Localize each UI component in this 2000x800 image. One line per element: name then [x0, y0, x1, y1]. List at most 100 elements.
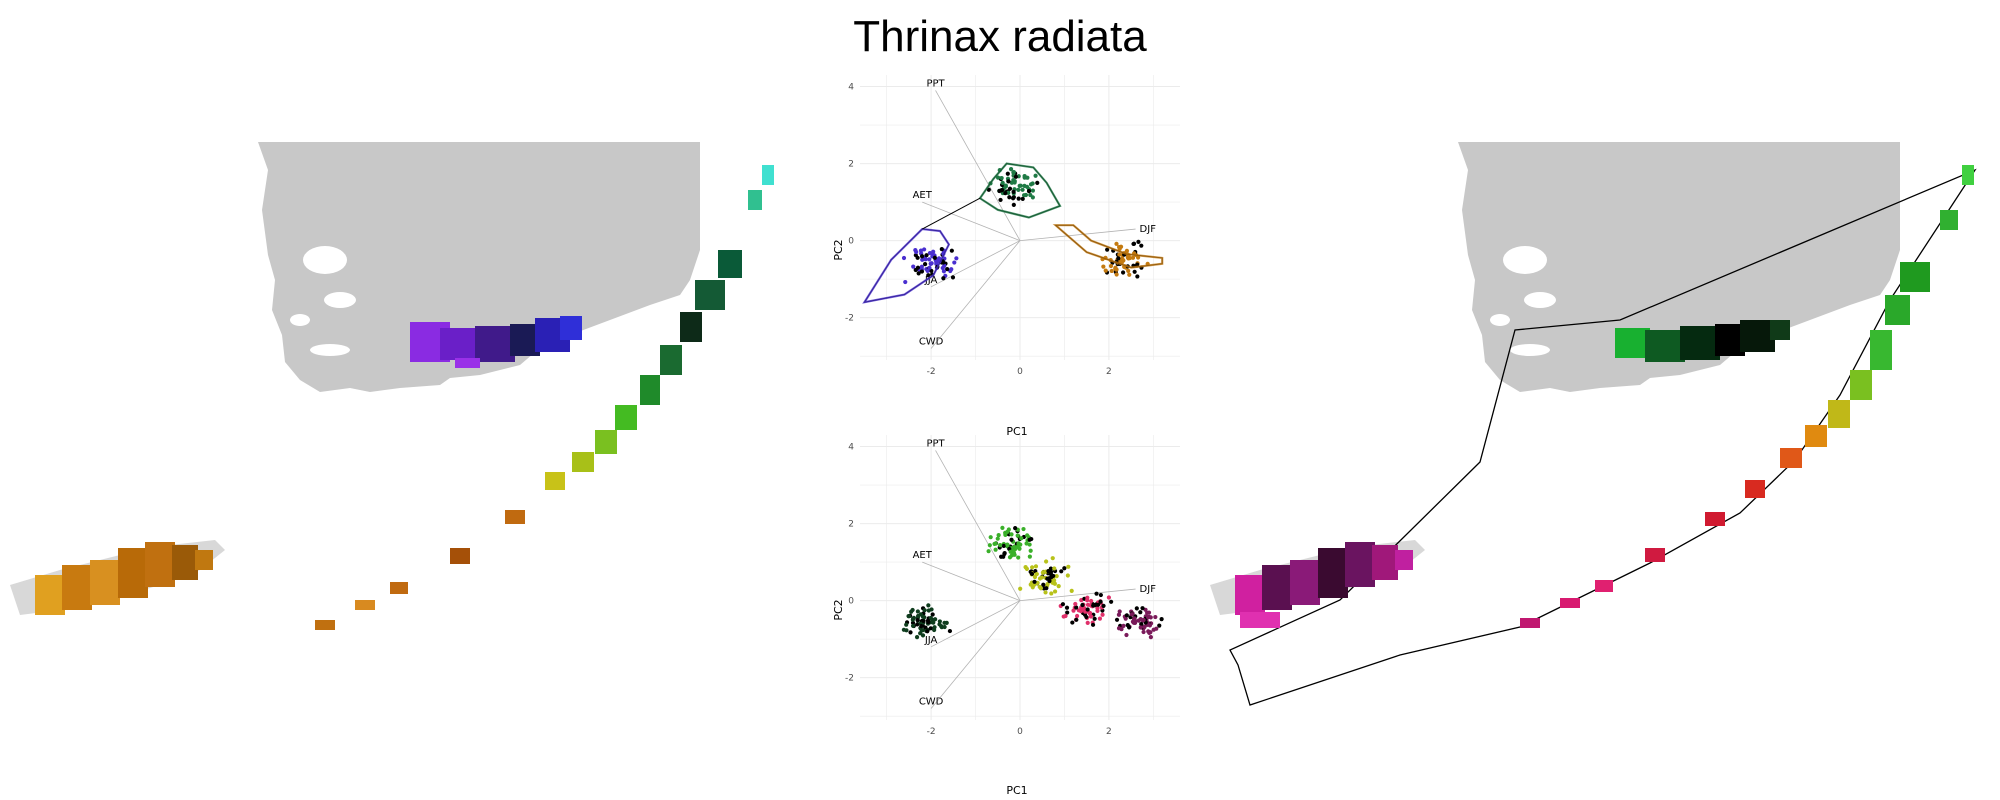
range-cells-everglades: [1615, 320, 1790, 362]
data-point: [1138, 610, 1143, 615]
data-point: [1133, 619, 1138, 624]
y-tick-label: -2: [845, 314, 854, 324]
tick-labels: -2 0 2 -2 0 2 4: [845, 443, 1112, 737]
vector-label: AET: [913, 550, 933, 561]
data-point: [1129, 612, 1134, 617]
data-point: [1121, 623, 1126, 628]
data-point: [919, 624, 924, 629]
data-point: [913, 267, 918, 273]
data-point: [1016, 196, 1021, 201]
data-point: [1065, 573, 1070, 578]
data-point: [908, 630, 913, 635]
data-point: [1126, 256, 1131, 261]
data-point: [1079, 598, 1084, 603]
data-point: [1009, 537, 1014, 542]
data-point: [950, 275, 956, 280]
y-tick-label: 4: [848, 443, 854, 453]
data-point: [1145, 615, 1151, 620]
data-point: [909, 609, 914, 614]
data-point: [1005, 542, 1010, 547]
data-point: [941, 276, 946, 281]
data-point: [1024, 566, 1029, 571]
vector-label: JJA: [924, 635, 938, 646]
data-point: [1126, 625, 1132, 630]
data-point: [1033, 173, 1038, 178]
data-point: [941, 269, 947, 274]
vector-label: PPT: [926, 78, 945, 89]
data-point: [987, 543, 992, 548]
data-point: [1064, 605, 1070, 610]
data-point: [1016, 555, 1021, 560]
scatter-points: [901, 167, 1150, 285]
loading-vector: [930, 600, 1021, 709]
data-point: [1030, 188, 1035, 193]
data-point: [923, 625, 928, 630]
data-point: [927, 257, 932, 262]
data-point: [954, 256, 959, 261]
data-point: [942, 624, 947, 630]
data-point: [1043, 590, 1048, 595]
bay-cutouts: [1490, 246, 1556, 356]
data-point: [1117, 609, 1122, 614]
x-tick-label: 0: [1017, 367, 1023, 377]
y-axis-label: PC2: [832, 599, 845, 620]
data-point: [927, 265, 932, 270]
data-point: [1003, 532, 1008, 538]
data-point: [939, 247, 944, 252]
data-point: [1056, 584, 1061, 589]
data-point: [1020, 187, 1025, 192]
data-point: [1136, 239, 1141, 245]
data-point: [1008, 167, 1014, 172]
data-point: [923, 257, 928, 262]
loading-vector: [930, 240, 1021, 349]
data-point: [1025, 533, 1030, 538]
data-point: [922, 615, 927, 620]
data-point: [1106, 595, 1111, 600]
data-point: [1085, 598, 1090, 603]
range-cells-west: [35, 542, 213, 615]
data-point: [1130, 255, 1136, 260]
data-point: [1078, 608, 1084, 614]
data-point: [1027, 554, 1032, 559]
data-point: [1033, 564, 1039, 569]
cluster-hull-color: [978, 162, 1062, 219]
data-point: [999, 188, 1004, 193]
vector-label: CWD: [919, 696, 944, 707]
data-point: [952, 260, 957, 265]
data-point: [1000, 525, 1005, 530]
data-point: [1142, 624, 1147, 629]
data-point: [1065, 610, 1070, 615]
data-point: [1140, 606, 1145, 611]
data-point: [945, 267, 950, 272]
y-tick-label: 0: [848, 237, 854, 247]
bay-cutouts: [290, 246, 356, 356]
x-axis-label: PC1: [1006, 425, 1027, 438]
loading-vector: [1019, 588, 1136, 602]
data-point: [1011, 170, 1016, 175]
data-point: [1052, 589, 1058, 594]
data-point: [915, 613, 921, 619]
data-point: [1029, 571, 1035, 577]
data-point: [1090, 622, 1096, 627]
data-point: [1114, 241, 1119, 246]
loading-vectors: PPT AET DJF JJA CWD: [913, 438, 1156, 709]
data-point: [1015, 533, 1020, 538]
data-point: [1157, 623, 1162, 628]
data-point: [1098, 592, 1103, 598]
data-point: [1046, 568, 1051, 574]
data-point: [1088, 614, 1094, 619]
data-point: [1138, 625, 1143, 630]
x-tick-label: -2: [927, 367, 936, 377]
data-point: [1097, 616, 1103, 621]
data-point: [928, 261, 933, 266]
data-point: [1123, 616, 1128, 621]
loading-vector: [922, 561, 1021, 601]
data-point: [1039, 575, 1045, 580]
data-point: [1034, 571, 1039, 577]
data-point: [940, 265, 945, 271]
data-point: [924, 253, 929, 258]
data-point: [926, 273, 931, 278]
data-point: [922, 247, 927, 252]
data-point: [1132, 269, 1137, 274]
data-point: [926, 608, 931, 613]
